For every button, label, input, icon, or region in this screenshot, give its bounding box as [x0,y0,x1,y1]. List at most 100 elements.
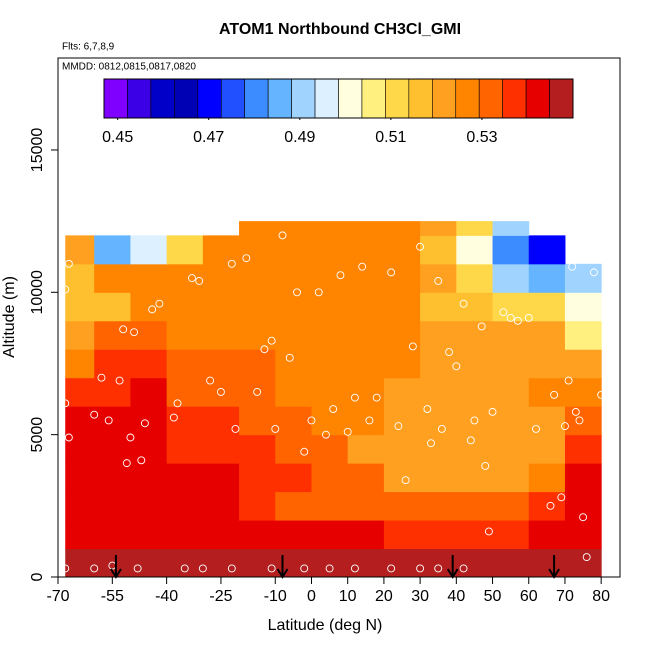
heatmap-cell [65,520,95,550]
colorbar-frame [103,78,574,119]
heatmap-cell [383,235,421,265]
observation [130,328,138,337]
heatmap-cell [528,406,566,436]
y-tick-label: 10000 [29,270,46,315]
colorbar-band [220,78,246,119]
heatmap-cell [130,520,168,550]
observation [169,413,178,422]
observation [307,416,316,425]
heatmap-cell [202,463,240,493]
colorbar-band [197,78,222,119]
heatmap-cell [94,434,131,464]
observation [513,316,522,325]
heatmap-cell [456,548,494,578]
observation [126,433,135,442]
heatmap-cell [239,434,276,464]
colorbar-band [314,78,339,119]
heatmap-cell [528,434,566,464]
observation [267,564,276,573]
heatmap-cell [94,263,131,293]
heatmap-cell [420,221,457,236]
observation [365,416,374,425]
x-tick-label: 40 [447,588,465,605]
heatmap-cell [239,406,276,436]
observation [372,393,381,402]
x-tick-label: 10 [339,588,357,605]
heatmap-cell [564,491,602,521]
colorbar-band [385,78,410,119]
heatmap-cell [564,349,602,379]
observation [300,447,309,456]
heatmap-cell [65,292,95,322]
heatmap-cell [94,520,131,550]
heatmap-cell [492,320,530,350]
heatmap-cell [65,263,95,293]
observation [322,430,330,439]
heatmap-cell [528,235,566,265]
heatmap-cell [492,349,530,379]
observation [300,564,309,573]
observation [137,456,146,465]
heatmap-cell [564,463,602,493]
heatmap-cell [528,377,566,407]
plot-frame [57,57,621,578]
heatmap-cell [275,377,312,407]
observation [115,376,124,385]
observation [506,313,515,322]
observation [481,462,490,470]
heatmap-cell [528,292,566,322]
observation [61,399,70,408]
heatmap-cell [456,349,494,379]
observation [133,564,142,573]
heatmap-cell [492,491,530,521]
x-tick-label: 30 [411,588,429,605]
heatmap-cell [383,292,421,322]
colorbar-band [478,78,503,119]
observation [260,345,269,354]
x-tick-label: 0 [307,588,316,605]
heatmap-cell [456,491,494,521]
heatmap-cell [456,235,494,265]
heatmap-cell [420,320,457,350]
observation [140,419,149,428]
heatmap-cell [239,320,276,350]
heatmap-cell [202,349,240,379]
heatmap-cell [130,463,168,493]
heatmap-cell [130,434,168,464]
observation [452,362,461,371]
heatmap-cell [347,320,385,350]
heatmap-cell [275,349,312,379]
observation [532,425,540,433]
heatmap-cell [420,377,457,407]
heatmap-cell [130,320,168,350]
observation [466,436,475,445]
observation [459,299,468,308]
heatmap-cell [311,349,349,379]
annotation: MMDD: 0812,0815,0817,0820 [62,62,196,73]
heatmap-cell [166,520,204,550]
observation [434,276,443,285]
observation [387,268,396,277]
colorbar-tick-label: 0.45 [102,129,133,146]
observation [227,259,236,268]
heatmap-cell [166,349,204,379]
heatmap-cell [347,349,385,379]
observation [459,564,468,573]
heatmap-cell [347,292,385,322]
heatmap-cell [275,491,312,521]
heatmap-cell [456,263,494,293]
heatmap-cell [239,548,276,578]
heatmap-cell [166,491,204,521]
heatmap-cell [564,520,602,550]
observation [285,353,294,362]
observation [119,325,128,334]
observation [253,387,262,396]
heatmap-cell [202,548,240,578]
observation [198,564,207,573]
heatmap-cell [130,548,168,578]
observation [470,416,479,425]
heatmap-cell [492,463,530,493]
heatmap-cell [420,349,457,379]
